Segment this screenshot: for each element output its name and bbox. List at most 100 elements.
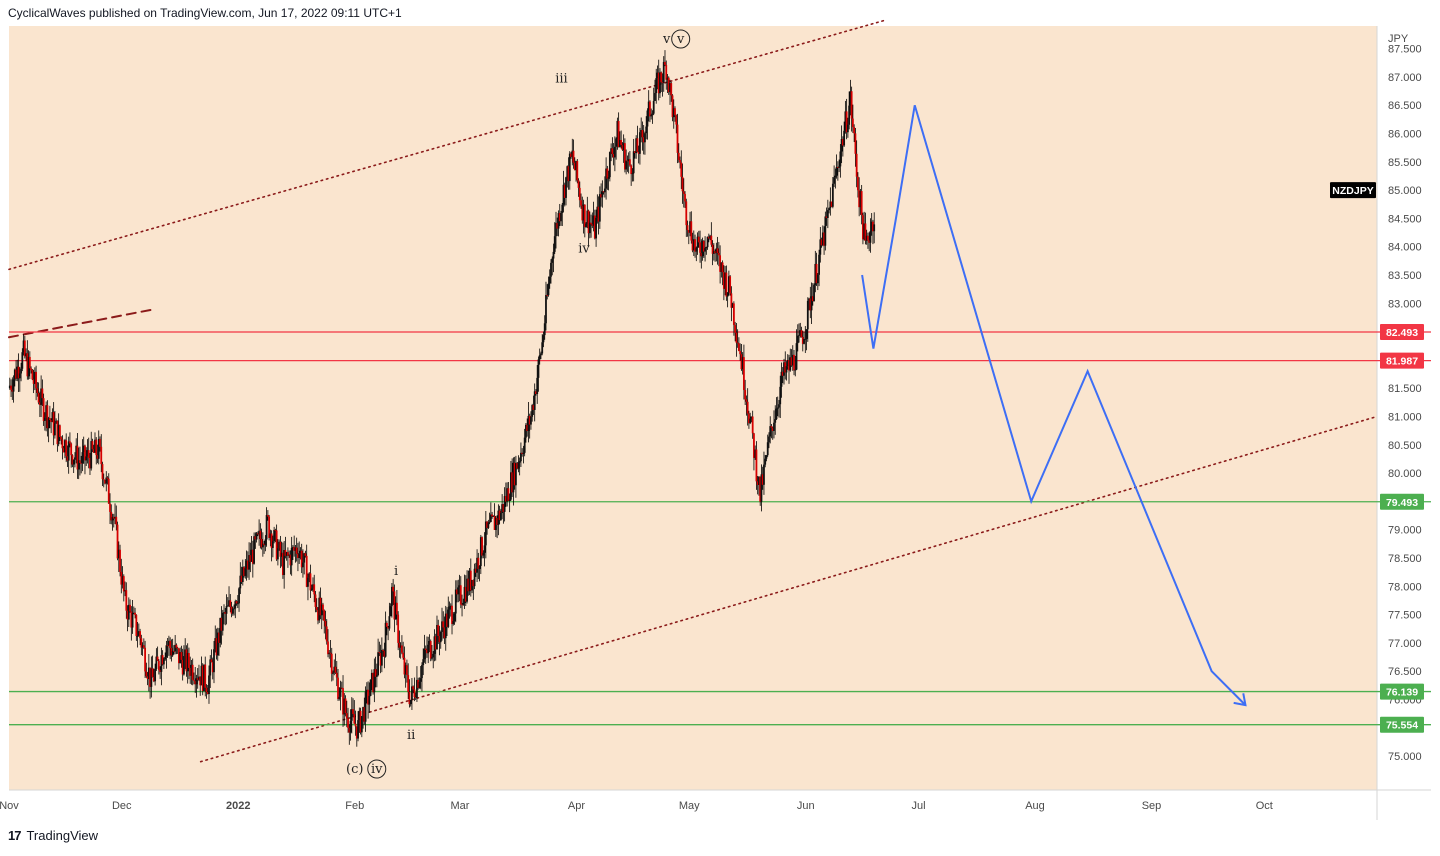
candle-up	[389, 606, 392, 617]
candle-up	[97, 438, 100, 459]
candle-down	[189, 667, 192, 676]
candle-down	[325, 626, 328, 642]
level-badge-label: 81.987	[1386, 356, 1418, 368]
candle-up	[846, 124, 849, 133]
candle-down	[374, 669, 377, 677]
candle-down	[687, 230, 690, 233]
candle-up	[603, 188, 606, 193]
time-tick-label: Apr	[568, 800, 585, 812]
candle-up	[86, 450, 89, 457]
candle-down	[657, 72, 660, 94]
candle-down	[809, 298, 812, 311]
candle-up	[562, 184, 565, 205]
candle-up	[501, 504, 504, 514]
candle-down	[675, 115, 678, 125]
candle-up	[754, 449, 757, 458]
candle-up	[283, 550, 286, 576]
candle-down	[185, 649, 188, 672]
candle-up	[476, 557, 478, 573]
candle-down	[251, 549, 254, 564]
candle-down	[104, 480, 106, 484]
candle-up	[238, 588, 240, 604]
symbol-badge	[1330, 182, 1376, 199]
candle-down	[107, 478, 110, 504]
candle-up	[43, 417, 46, 421]
time-axis-background[interactable]	[9, 790, 1431, 820]
candle-up	[308, 573, 311, 578]
candle-up	[627, 159, 630, 162]
candle-down	[612, 154, 615, 158]
projection-path[interactable]	[861, 104, 1247, 707]
price-badges: 82.493 81.987 79.493 76.139 75.554 NZDJPY	[1330, 182, 1424, 733]
candle-down	[461, 604, 463, 606]
candle-down	[337, 677, 339, 699]
candle-down	[260, 538, 263, 548]
candle-up	[290, 547, 293, 566]
price-axis-background[interactable]	[1377, 26, 1431, 790]
candle-up	[150, 668, 153, 687]
candle-up	[828, 208, 830, 211]
candle-down	[665, 64, 668, 80]
candle-up	[553, 236, 556, 252]
candle-up	[566, 166, 569, 178]
price-tick-label: 80.500	[1388, 440, 1422, 452]
candle-up	[586, 210, 589, 224]
candle-down	[119, 549, 121, 572]
candle-down	[591, 224, 594, 226]
candle-up	[320, 604, 323, 616]
candle-up	[111, 517, 114, 521]
candle-down	[330, 653, 333, 674]
candle-up	[105, 477, 108, 484]
candle-up	[273, 529, 276, 542]
candle-up	[448, 606, 451, 610]
candle-down	[319, 597, 322, 616]
candle-down	[535, 391, 537, 394]
candle-up	[517, 462, 520, 469]
candle-down	[825, 216, 828, 218]
candle-up	[369, 679, 372, 696]
candle-down	[830, 201, 833, 207]
candle-up	[45, 405, 48, 418]
candle-up	[436, 624, 438, 650]
candle-up	[298, 553, 301, 558]
candle-up	[789, 357, 792, 371]
candle-up	[200, 665, 203, 686]
candle-up	[588, 222, 591, 234]
candle-down	[393, 591, 396, 620]
candle-up	[221, 612, 224, 631]
wave-label: iv	[578, 241, 590, 256]
plot-background	[9, 26, 1377, 790]
candle-down	[406, 665, 408, 676]
candle-up	[536, 377, 539, 394]
horizontal-levels[interactable]	[9, 331, 1431, 726]
candle-up	[377, 652, 380, 676]
candle-down	[784, 362, 787, 373]
candle-down	[91, 441, 94, 450]
channel-line-dotted	[8, 19, 886, 271]
candle-down	[100, 446, 103, 465]
candle-up	[332, 672, 334, 674]
candle-up	[489, 514, 492, 523]
wave-label: iii	[555, 72, 567, 87]
candle-down	[700, 252, 703, 257]
candle-down	[101, 464, 104, 480]
time-tick-label: Jul	[911, 800, 925, 812]
price-tick-label: 86.500	[1388, 100, 1422, 112]
candle-up	[652, 100, 655, 114]
candle-up	[423, 648, 426, 660]
candle-up	[644, 133, 646, 143]
candle-up	[520, 452, 522, 462]
candle-down	[324, 620, 327, 627]
candle-down	[31, 370, 34, 380]
price-tick-label: 77.500	[1388, 610, 1422, 622]
candle-up	[758, 476, 760, 485]
level-badge	[1380, 352, 1424, 369]
candle-down	[395, 602, 398, 615]
candle-down	[266, 515, 269, 517]
candle-down	[42, 398, 45, 421]
candle-up	[765, 455, 768, 459]
candle-down	[348, 727, 351, 733]
candle-down	[249, 555, 252, 562]
candle-up	[360, 716, 363, 733]
